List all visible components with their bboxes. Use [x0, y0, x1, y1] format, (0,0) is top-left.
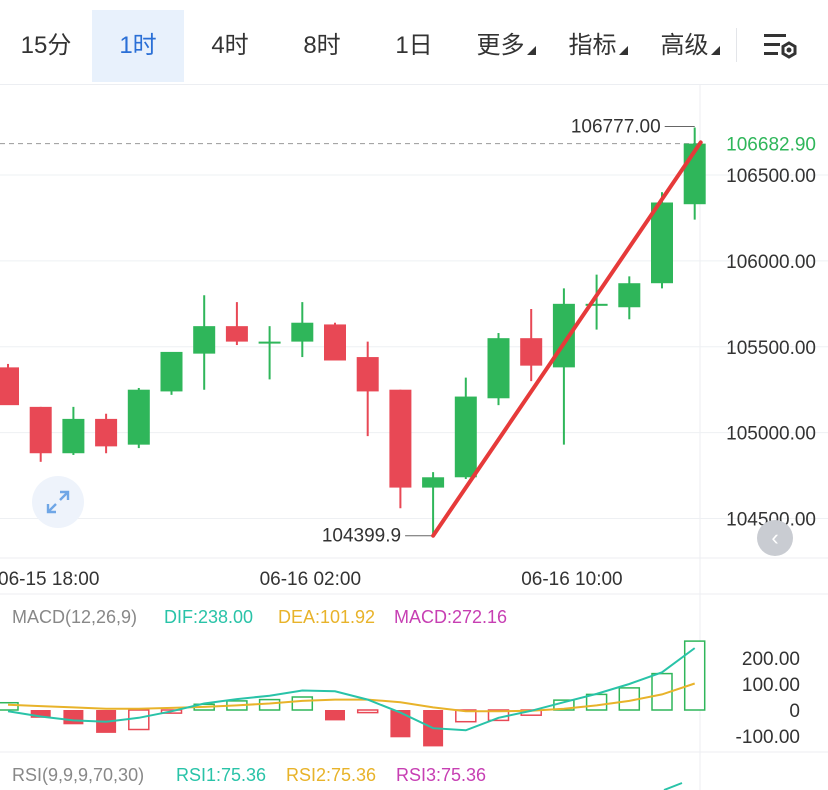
tab-label: 指标	[568, 32, 617, 59]
scroll-to-latest-button[interactable]: ‹	[757, 520, 793, 556]
candle-body	[520, 338, 543, 366]
time-axis-label: 06-15 18:00	[0, 569, 99, 590]
macd-y-tick-label: -100.00	[736, 727, 800, 748]
macd-dea-label: DEA:101.92	[278, 607, 375, 627]
tab-label: 15分	[20, 32, 72, 59]
candle-body	[454, 396, 477, 478]
candle-body	[62, 418, 85, 454]
tab-1[interactable]: 15分	[0, 10, 92, 82]
macd-y-tick-label: 100.00	[742, 675, 800, 696]
rsi-title: RSI(9,9,9,70,30)	[12, 765, 144, 785]
current-price-label: 106682.90	[726, 135, 816, 156]
macd-dea-line	[7, 682, 696, 713]
tab-4[interactable]: 8时	[276, 10, 368, 82]
tab-label: 8时	[303, 32, 341, 59]
macd-histogram-bar	[30, 710, 51, 718]
macd-dif-label: DIF:238.00	[164, 607, 253, 627]
candle-body	[291, 322, 314, 342]
candle-body	[651, 202, 673, 284]
tab-5[interactable]: 1日	[368, 10, 460, 82]
trend-line	[431, 140, 703, 538]
tab-label: 更多	[476, 32, 525, 59]
tab-2[interactable]: 1时	[92, 10, 184, 82]
candle-body	[193, 326, 216, 354]
collapse-left-icon: ‹	[771, 525, 779, 550]
macd-y-tick-label: 0	[789, 701, 800, 722]
tab-divider	[736, 28, 737, 62]
rsi3-label: RSI3:75.36	[396, 765, 486, 785]
chart-settings-icon[interactable]	[762, 30, 798, 62]
candle-body	[95, 418, 118, 447]
macd-histogram-bar	[356, 709, 379, 714]
tab-label: 1日	[395, 32, 433, 59]
candle-body	[389, 389, 412, 488]
candle-body	[29, 406, 52, 454]
candle-body	[356, 357, 379, 392]
macd-title: MACD(12,26,9)	[12, 607, 137, 627]
tab-label: 高级	[660, 32, 709, 59]
tab-8[interactable]: 高级	[644, 10, 736, 82]
dropdown-caret-icon	[710, 46, 720, 55]
interval-tab-bar: 15分 1时 4时 8时 1日 更多 指标 高级	[0, 0, 828, 85]
candle-body	[258, 341, 281, 344]
macd-histogram-bar	[585, 693, 608, 711]
rsi1-label: RSI1:75.36	[176, 765, 266, 785]
y-tick-label: 105000.00	[726, 424, 816, 445]
dropdown-caret-icon	[526, 46, 536, 55]
macd-value-label: MACD:272.16	[394, 607, 507, 627]
macd-histogram-bar	[291, 696, 314, 711]
macd-histogram-bar	[455, 709, 477, 723]
candle-body	[160, 351, 183, 392]
candle-body	[487, 338, 510, 399]
tab-6[interactable]: 更多	[460, 10, 552, 82]
macd-histogram-bar	[63, 710, 84, 725]
macd-histogram-bar	[390, 710, 411, 738]
tab-label: 4时	[211, 32, 249, 59]
dropdown-caret-icon	[618, 46, 628, 55]
high-price-label: 106777.00	[571, 116, 661, 137]
macd-histogram-bar	[0, 701, 19, 711]
low-price-label: 104399.9	[322, 526, 401, 547]
chart-area[interactable]: 104500.00105000.00105500.00106000.001065…	[0, 84, 828, 790]
candle-body	[127, 389, 150, 445]
rsi2-label: RSI2:75.36	[286, 765, 376, 785]
macd-dif-line	[7, 647, 696, 732]
y-tick-label: 106000.00	[726, 252, 816, 273]
candle-body	[618, 283, 641, 308]
rsi-line	[663, 782, 683, 790]
macd-histogram-bar	[683, 640, 706, 711]
y-tick-label: 105500.00	[726, 338, 816, 359]
candle-body	[324, 324, 346, 361]
macd-y-tick-label: 200.00	[742, 649, 800, 670]
time-axis-label: 06-16 10:00	[521, 569, 622, 590]
y-tick-label: 106500.00	[726, 166, 816, 187]
tab-label: 1时	[119, 32, 157, 59]
candle-body	[0, 367, 19, 406]
tab-7[interactable]: 指标	[552, 10, 644, 82]
tab-3[interactable]: 4时	[184, 10, 276, 82]
candle-body	[225, 326, 248, 342]
expand-icon	[46, 490, 70, 514]
macd-histogram-bar	[128, 709, 150, 731]
expand-button[interactable]	[32, 476, 84, 528]
candle-body	[585, 303, 608, 306]
macd-histogram-bar	[325, 710, 345, 721]
candle-body	[422, 477, 445, 488]
time-axis-label: 06-16 02:00	[260, 569, 361, 590]
